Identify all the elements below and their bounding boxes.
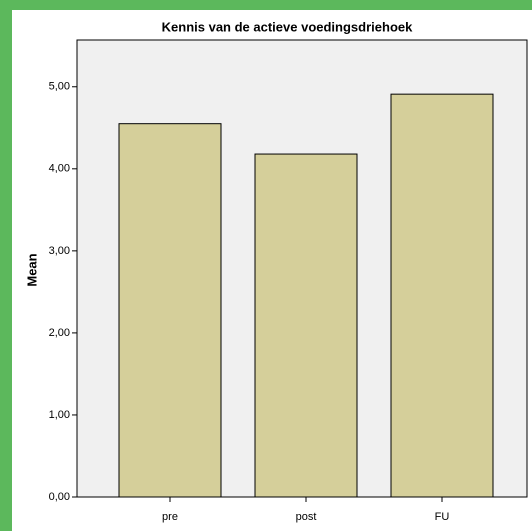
bar bbox=[254, 153, 358, 498]
bar bbox=[390, 93, 494, 498]
bar bbox=[118, 123, 222, 498]
x-tick-label: FU bbox=[435, 511, 450, 523]
y-tick-label: 1,00 bbox=[49, 409, 70, 421]
frame-top bbox=[0, 0, 532, 10]
y-tick-label: 3,00 bbox=[49, 245, 70, 257]
y-axis-label: Mean bbox=[24, 253, 39, 286]
y-tick-label: 4,00 bbox=[49, 163, 70, 175]
x-tick-label: pre bbox=[162, 511, 178, 523]
y-tick-label: 0,00 bbox=[49, 491, 70, 503]
y-tick-label: 2,00 bbox=[49, 327, 70, 339]
x-tick-label: post bbox=[296, 511, 317, 523]
frame-left bbox=[0, 0, 12, 531]
chart-title: Kennis van de actieve voedingsdriehoek bbox=[162, 19, 413, 34]
y-tick-label: 5,00 bbox=[49, 81, 70, 93]
